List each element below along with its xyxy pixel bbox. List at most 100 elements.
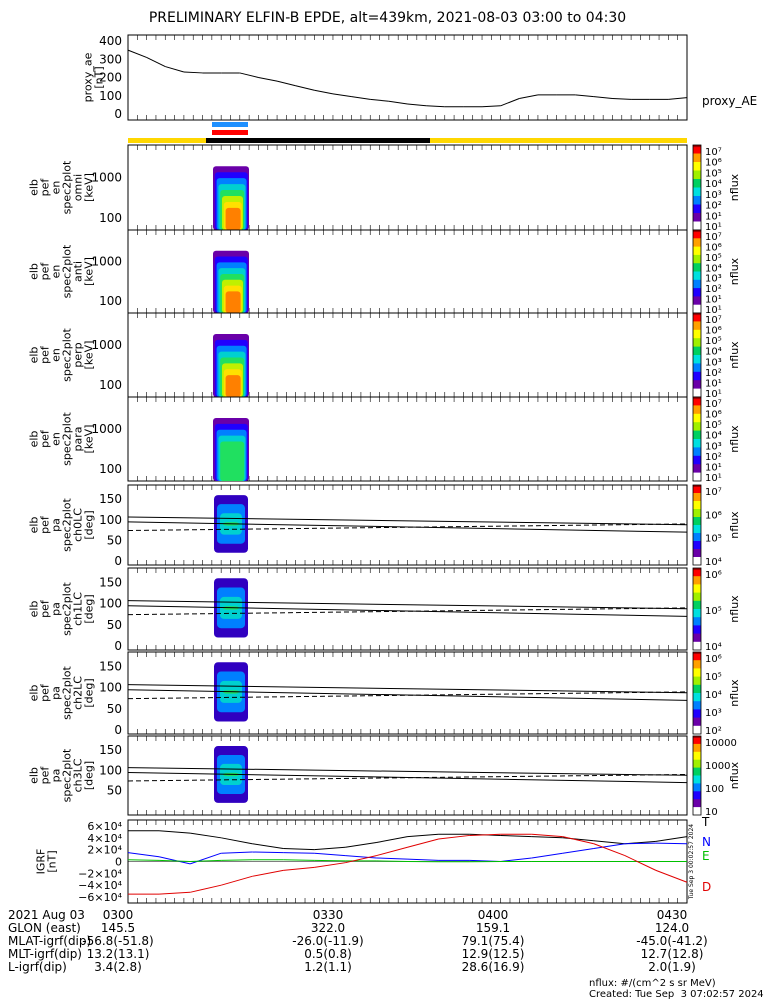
colorbar-slice [693, 491, 701, 494]
colorbar-slice [693, 265, 701, 268]
colorbar-tick-label: 10⁷ [705, 147, 722, 158]
colorbar-slice [693, 365, 701, 369]
colorbar-slice [693, 686, 701, 690]
colorbar-slice [693, 811, 701, 814]
igrf-ylabel: [nT] [46, 850, 59, 872]
colorbar-slice [693, 602, 701, 606]
colorbar-slice [693, 208, 701, 212]
colorbar-tick-label: 10² [705, 726, 722, 737]
igrf-N-segment [593, 843, 625, 849]
colorbar-tick-label: 10¹ [705, 211, 722, 222]
colorbar-slice [693, 513, 701, 516]
colorbar-tick-label: 10¹ [705, 389, 722, 400]
colorbar-slice [693, 745, 701, 749]
colorbar-tick-label: 10⁶ [705, 326, 722, 337]
energy-spectrogram-frame [127, 144, 688, 231]
colorbar-slice [693, 288, 701, 291]
colorbar-slice [693, 267, 701, 270]
energy-panel-ylabel: pef [39, 429, 52, 448]
igrf-D-segment [221, 875, 253, 886]
colorbar-slice [693, 443, 701, 446]
igrf-N-segment [407, 858, 439, 861]
colorbar-slice [693, 641, 701, 645]
colorbar-slice [693, 537, 701, 540]
proxy-ae-line-segment [407, 103, 427, 107]
colorbar-slice [693, 302, 701, 306]
colorbar-slice [693, 660, 701, 663]
energy-spectrogram-blob [213, 418, 249, 481]
colorbar-slice [693, 227, 701, 231]
energy-panel-ylabel: [keV] [83, 341, 96, 370]
pitch-angle-tick-label: 50 [107, 784, 122, 798]
colorbar-label: nflux [728, 679, 741, 707]
energy-panel-ylabel: en [50, 181, 63, 195]
colorbar-slice [693, 485, 701, 488]
footer-cell: 322.0 [310, 921, 346, 935]
colorbar-slice [693, 234, 701, 237]
igrf-legend-E: E [702, 849, 710, 863]
colorbar-slice [693, 432, 701, 436]
colorbar-slice [693, 238, 701, 241]
pitch-angle-panel-ylabel: pef [39, 683, 52, 702]
colorbar-slice [693, 672, 701, 676]
proxy-ae-line-segment [239, 72, 259, 78]
proxy-ae-line-segment [127, 49, 147, 58]
colorbar-slice [693, 221, 701, 225]
colorbar-slice [693, 805, 701, 808]
colorbar-slice [693, 174, 701, 178]
colorbar-slice [693, 547, 701, 550]
loss-cone-lower-line [127, 521, 688, 533]
colorbar-label: nflux [728, 595, 741, 623]
colorbar-slice [693, 568, 701, 571]
colorbar-slice [693, 759, 701, 763]
plot-title: PRELIMINARY ELFIN-B EPDE, alt=439km, 202… [148, 10, 627, 26]
colorbar-slice [693, 801, 701, 804]
pitch-angle-panel-ylabel: [deg] [83, 761, 96, 790]
colorbar-slice [693, 248, 701, 252]
pitch-angle-panel-ylabel: [deg] [83, 510, 96, 539]
colorbar-slice [693, 621, 701, 624]
pitch-angle-panel-ylabel: [deg] [83, 594, 96, 623]
colorbar-slice [693, 230, 701, 233]
colorbar-slice [693, 617, 701, 620]
colorbar-slice [693, 210, 701, 214]
proxy-ae-tick-label: 200 [99, 71, 122, 85]
colorbar-tick-label: 10⁵ [705, 534, 722, 545]
colorbar-slice [693, 336, 701, 339]
igrf-T-segment [314, 846, 346, 851]
igrf-tick-label: −4×10⁴ [78, 879, 122, 892]
pitch-angle-tick-label: 0 [114, 723, 122, 737]
colorbar-slice [693, 606, 701, 610]
colorbar-slice [693, 643, 701, 647]
colorbar-slice [693, 179, 701, 182]
igrf-N-segment [221, 851, 253, 854]
colorbar-slice [693, 509, 701, 512]
colorbar-tick-label: 10⁵ [705, 606, 722, 617]
colorbar-slice [693, 501, 701, 504]
colorbar-slice [693, 619, 701, 622]
colorbar-slice [693, 409, 701, 413]
colorbar-tick-label: 10³ [705, 708, 722, 719]
colorbar-slice [693, 232, 701, 235]
igrf-N-segment [127, 852, 160, 858]
pitch-angle-panel-ylabel: elb [28, 601, 41, 618]
science-zone-bar-blue [212, 122, 248, 127]
proxy-ae-line-segment [593, 96, 613, 99]
colorbar-frame [692, 567, 702, 651]
pitch-angle-panel-ylabel: ch0LC [72, 508, 85, 542]
colorbar-slice [693, 611, 701, 614]
igrf-N-segment [376, 857, 408, 860]
colorbar-slice [693, 541, 701, 544]
colorbar-slice [693, 384, 701, 387]
colorbar-slice [693, 170, 701, 174]
igrf-T-segment [221, 837, 253, 845]
colorbar-slice [693, 727, 701, 731]
colorbar-slice [693, 470, 701, 474]
colorbar-slice [693, 765, 701, 769]
colorbar-slice [693, 731, 701, 735]
colorbar-slice [693, 576, 701, 579]
colorbar-slice [693, 206, 701, 210]
energy-spectrogram-frame [127, 312, 688, 398]
colorbar-slice [693, 795, 701, 798]
pitch-angle-colorbar [692, 651, 702, 735]
